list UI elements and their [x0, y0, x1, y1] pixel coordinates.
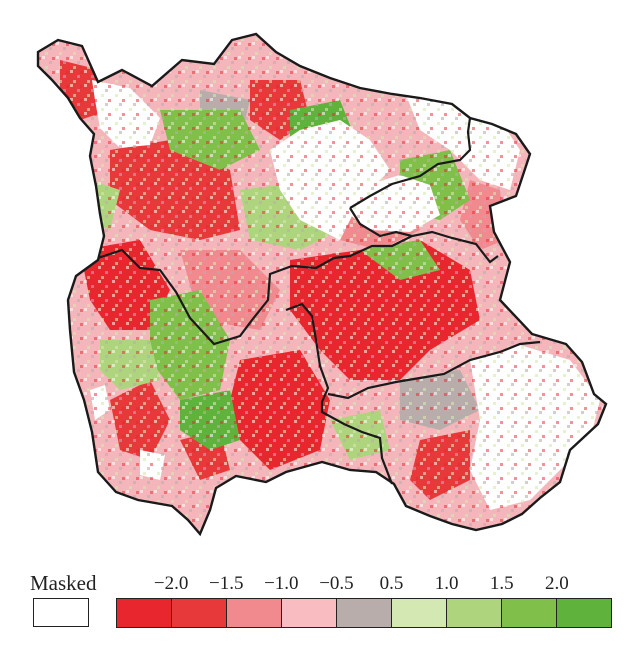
- legend-tick-label: −1.0: [264, 573, 299, 594]
- masked-legend-label: Masked: [30, 571, 97, 595]
- legend-tick-label: 2.0: [545, 573, 569, 594]
- legend-tick-label: −0.5: [319, 573, 354, 594]
- raster-layer: [38, 34, 606, 534]
- internal-boundaries: [97, 117, 541, 485]
- map-canvas: [36, 32, 608, 536]
- legend-class-swatch: [502, 599, 557, 627]
- legend-class-swatch: [392, 599, 447, 627]
- legend-class-swatch: [337, 599, 392, 627]
- legend-class-swatch: [227, 599, 282, 627]
- legend-tick-label: 1.0: [434, 573, 459, 594]
- legend-class-swatch: [172, 599, 227, 627]
- legend-tick-label: 0.5: [379, 573, 404, 594]
- legend-class-swatch: [117, 599, 172, 627]
- legend-tick-label: 1.5: [489, 573, 514, 594]
- masked-legend-swatch: [33, 598, 89, 627]
- legend-class-swatch: [447, 599, 502, 627]
- legend-tick-label: −2.0: [153, 573, 189, 594]
- legend-class-swatch: [557, 599, 611, 627]
- color-scale-bar: [116, 598, 612, 628]
- legend-tick-label: −1.5: [208, 573, 244, 594]
- legend-class-swatch: [282, 599, 337, 627]
